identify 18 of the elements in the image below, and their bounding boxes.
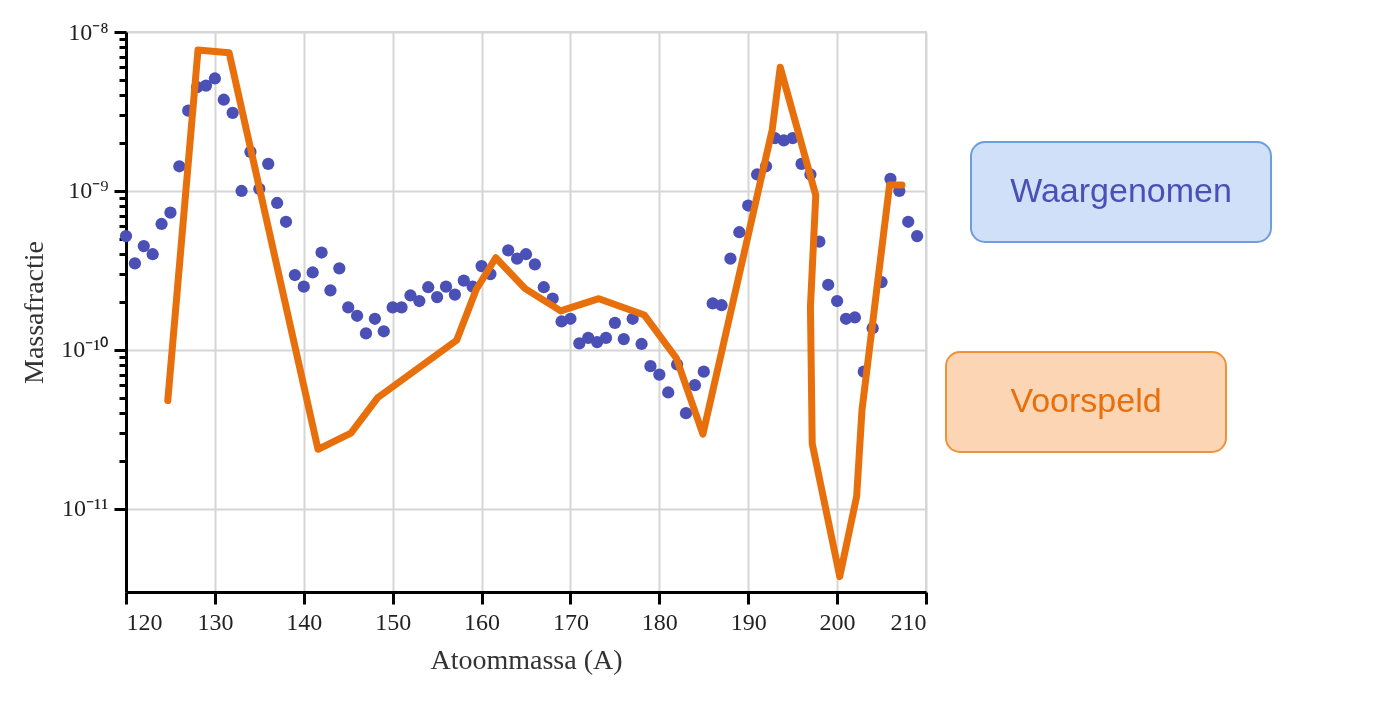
x-tick-label: 200 <box>819 608 856 635</box>
text: Waargenomen <box>1010 171 1232 209</box>
x-tick-label: 140 <box>286 608 323 635</box>
y-tick-label: 10⁻¹⁰ <box>61 336 109 363</box>
y-tick-label: 10⁻⁸ <box>68 18 109 45</box>
x-tick-label: 130 <box>197 608 234 635</box>
y-axis-title: Massafractie <box>18 240 50 385</box>
x-tick-label: 160 <box>464 608 501 635</box>
x-axis-title: Atoommassa (A) <box>430 643 623 675</box>
y-tick-label: 10⁻⁹ <box>68 177 109 204</box>
x-tick-label: 180 <box>641 608 678 635</box>
x-tick-label: 170 <box>552 608 589 635</box>
x-tick-label: 210 <box>890 608 927 635</box>
text: Voorspeld <box>1010 381 1162 419</box>
x-tick-label: 190 <box>730 608 767 635</box>
y-tick-label: 10⁻¹¹ <box>62 495 109 522</box>
x-tick-label: 150 <box>375 608 412 635</box>
x-tick-label: 120 <box>126 608 163 635</box>
